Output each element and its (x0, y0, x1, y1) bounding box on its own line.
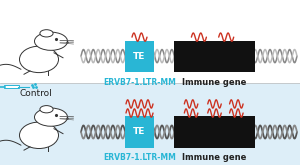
FancyBboxPatch shape (125, 41, 154, 72)
Bar (0, 82, 300, 165)
Circle shape (34, 108, 68, 126)
FancyBboxPatch shape (174, 41, 255, 72)
Text: TE: TE (133, 128, 146, 136)
Text: Immune gene: Immune gene (182, 78, 247, 87)
Text: TE: TE (133, 52, 146, 61)
FancyBboxPatch shape (4, 85, 19, 88)
Text: ERVB7-1.LTR-MM: ERVB7-1.LTR-MM (103, 153, 176, 163)
Circle shape (34, 32, 68, 50)
Circle shape (40, 106, 53, 113)
Circle shape (40, 30, 53, 37)
Text: Immune gene: Immune gene (182, 153, 247, 163)
Ellipse shape (20, 122, 58, 148)
Text: ERVB7-1.LTR-MM: ERVB7-1.LTR-MM (103, 78, 176, 87)
Text: Control: Control (20, 89, 52, 98)
FancyBboxPatch shape (174, 116, 255, 148)
FancyBboxPatch shape (125, 116, 154, 148)
Ellipse shape (20, 46, 58, 73)
